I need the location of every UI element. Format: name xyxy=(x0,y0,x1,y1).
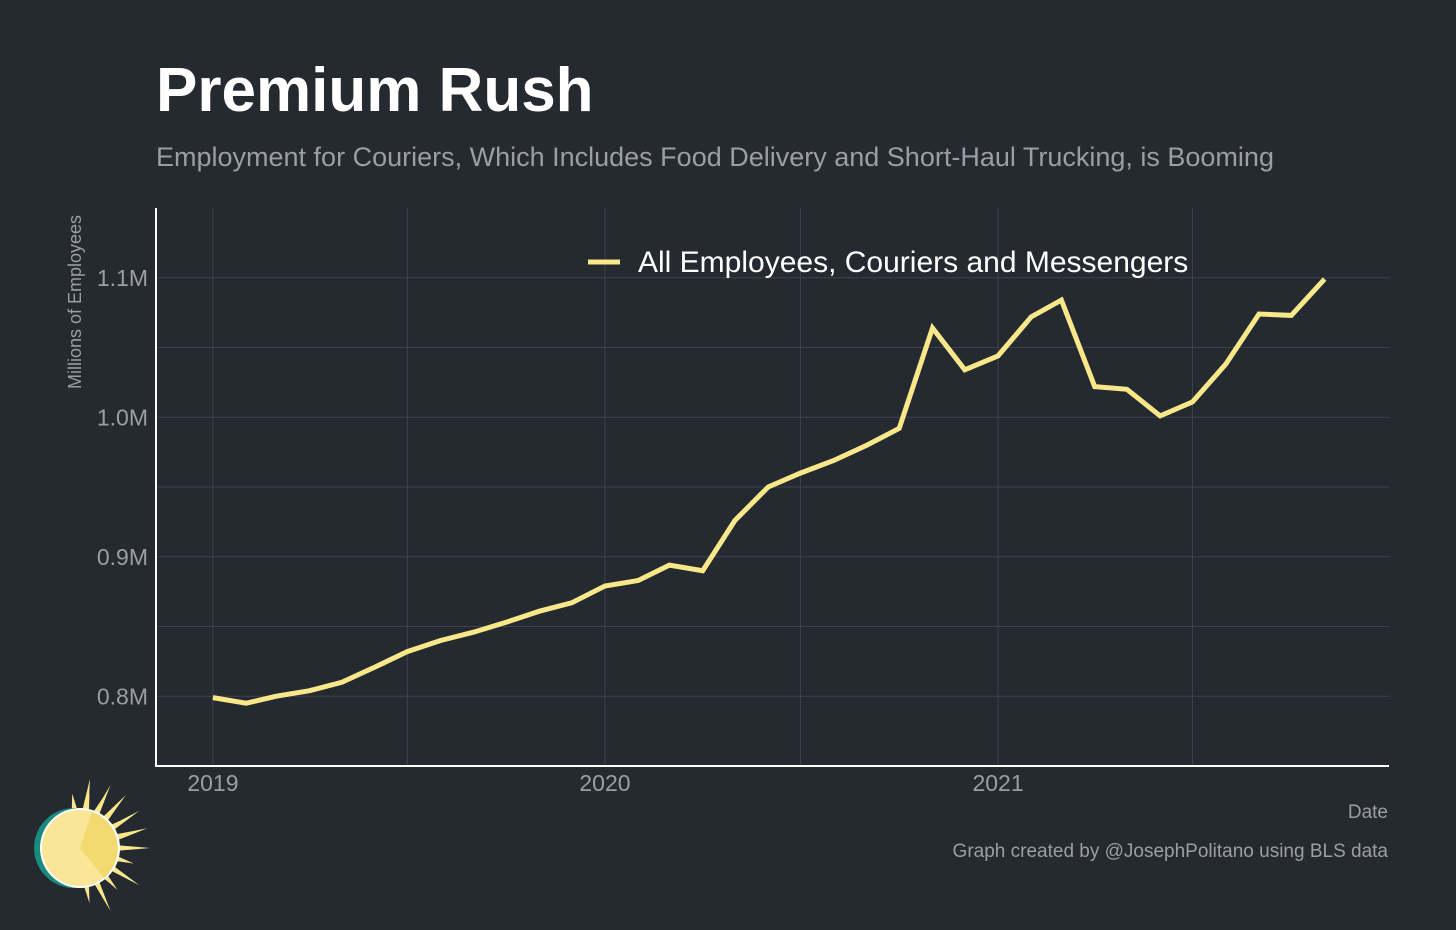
chart-title: Premium Rush xyxy=(156,56,594,125)
x-tick-label: 2019 xyxy=(187,770,238,796)
y-tick-label: 1.0M xyxy=(97,404,148,430)
y-tick-label: 0.8M xyxy=(97,683,148,709)
y-tick-label: 1.1M xyxy=(97,265,148,291)
sun-ray xyxy=(108,864,140,886)
sun-ray xyxy=(93,879,111,911)
x-axis-label: Date xyxy=(1348,802,1388,823)
sun-ray xyxy=(83,882,90,904)
grid-lines xyxy=(156,208,1389,766)
axes xyxy=(155,208,1389,767)
source-caption: Graph created by @JosephPolitano using B… xyxy=(952,841,1388,862)
x-tick-label: 2021 xyxy=(972,770,1023,796)
y-tick-labels: 0.8M 0.9M 1.0M 1.1M xyxy=(97,265,148,710)
sun-ray xyxy=(83,792,90,814)
series-layer xyxy=(212,277,1327,706)
sun-shade xyxy=(80,812,118,878)
series-line xyxy=(212,277,1327,706)
x-tick-labels: 2019 2020 2021 xyxy=(187,770,1023,796)
y-axis-label: Millions of Employees xyxy=(65,215,85,389)
chart-subtitle: Employment for Couriers, Which Includes … xyxy=(156,142,1274,172)
x-tick-label: 2020 xyxy=(579,770,630,796)
sun-logo-icon xyxy=(34,780,150,911)
sun-ray xyxy=(108,810,140,832)
legend: All Employees, Couriers and Messengers xyxy=(588,246,1188,279)
y-tick-label: 0.9M xyxy=(97,544,148,570)
sun-ray xyxy=(115,845,150,851)
sun-ray xyxy=(93,785,111,817)
legend-label: All Employees, Couriers and Messengers xyxy=(638,246,1188,279)
